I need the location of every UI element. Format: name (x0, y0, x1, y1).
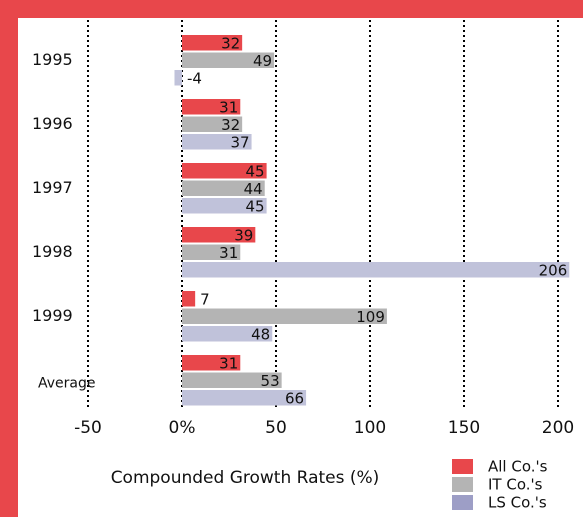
bar (182, 198, 267, 214)
bar (182, 35, 243, 51)
bar (182, 326, 273, 342)
value-label: 31 (219, 354, 238, 372)
bar (182, 390, 307, 406)
legend-label: IT Co.'s (488, 476, 543, 494)
value-label: 32 (221, 116, 240, 134)
x-tick-label: 0% (169, 418, 196, 438)
bar (174, 70, 182, 86)
value-label: 31 (219, 244, 238, 262)
x-tick-label: -50 (74, 418, 102, 438)
x-axis-title: Compounded Growth Rates (%) (111, 468, 380, 488)
value-label: 109 (356, 308, 385, 326)
bar (182, 244, 241, 260)
bar (182, 227, 256, 243)
value-label: 7 (200, 290, 210, 308)
x-tick-label: 150 (448, 418, 480, 438)
y-tick-label: 1997 (32, 178, 73, 197)
value-label: 39 (234, 226, 253, 244)
y-tick-label: 1996 (32, 114, 73, 133)
value-label: 45 (246, 162, 265, 180)
value-label: 31 (219, 98, 238, 116)
legend-swatch (452, 477, 473, 492)
legend-label: LS Co.'s (488, 494, 547, 512)
bar (182, 134, 252, 150)
bar (182, 372, 282, 388)
frame-top (0, 0, 583, 18)
bar (182, 262, 570, 278)
value-label: 66 (285, 389, 304, 407)
x-tick-label: 200 (542, 418, 574, 438)
bar (182, 99, 241, 115)
x-tick-label: 50 (265, 418, 287, 438)
bar (182, 163, 267, 179)
value-label: 206 (539, 261, 568, 279)
bar (182, 291, 196, 307)
legend-label: All Co.'s (488, 458, 548, 476)
x-tick-label: 100 (354, 418, 386, 438)
bar (182, 180, 265, 196)
value-label: 49 (253, 52, 272, 70)
y-tick-label: 1998 (32, 242, 73, 261)
bar (182, 52, 275, 68)
y-tick-label: Average (38, 375, 96, 391)
value-label: 37 (230, 133, 249, 151)
value-label: 48 (251, 325, 270, 343)
legend-swatch (452, 495, 473, 510)
value-label: 53 (261, 372, 280, 390)
y-tick-label: 1999 (32, 306, 73, 325)
bar (182, 355, 241, 371)
value-label: 32 (221, 34, 240, 52)
bar (182, 116, 243, 132)
bar (182, 308, 387, 324)
legend-swatch (452, 459, 473, 474)
value-label: 44 (244, 180, 263, 198)
y-tick-label: 1995 (32, 50, 73, 69)
value-label: -4 (187, 69, 202, 87)
frame-left (0, 0, 18, 517)
value-label: 45 (246, 197, 265, 215)
